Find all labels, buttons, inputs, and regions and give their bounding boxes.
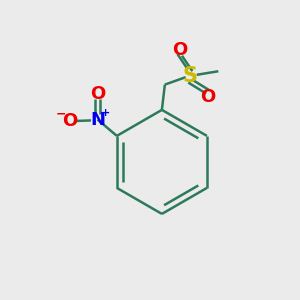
Text: O: O — [172, 41, 187, 59]
Text: −: − — [56, 108, 66, 121]
Text: O: O — [200, 88, 216, 106]
Text: N: N — [90, 110, 105, 128]
Text: S: S — [183, 66, 198, 86]
Text: O: O — [62, 112, 77, 130]
Text: O: O — [90, 85, 105, 103]
Text: +: + — [101, 108, 110, 118]
